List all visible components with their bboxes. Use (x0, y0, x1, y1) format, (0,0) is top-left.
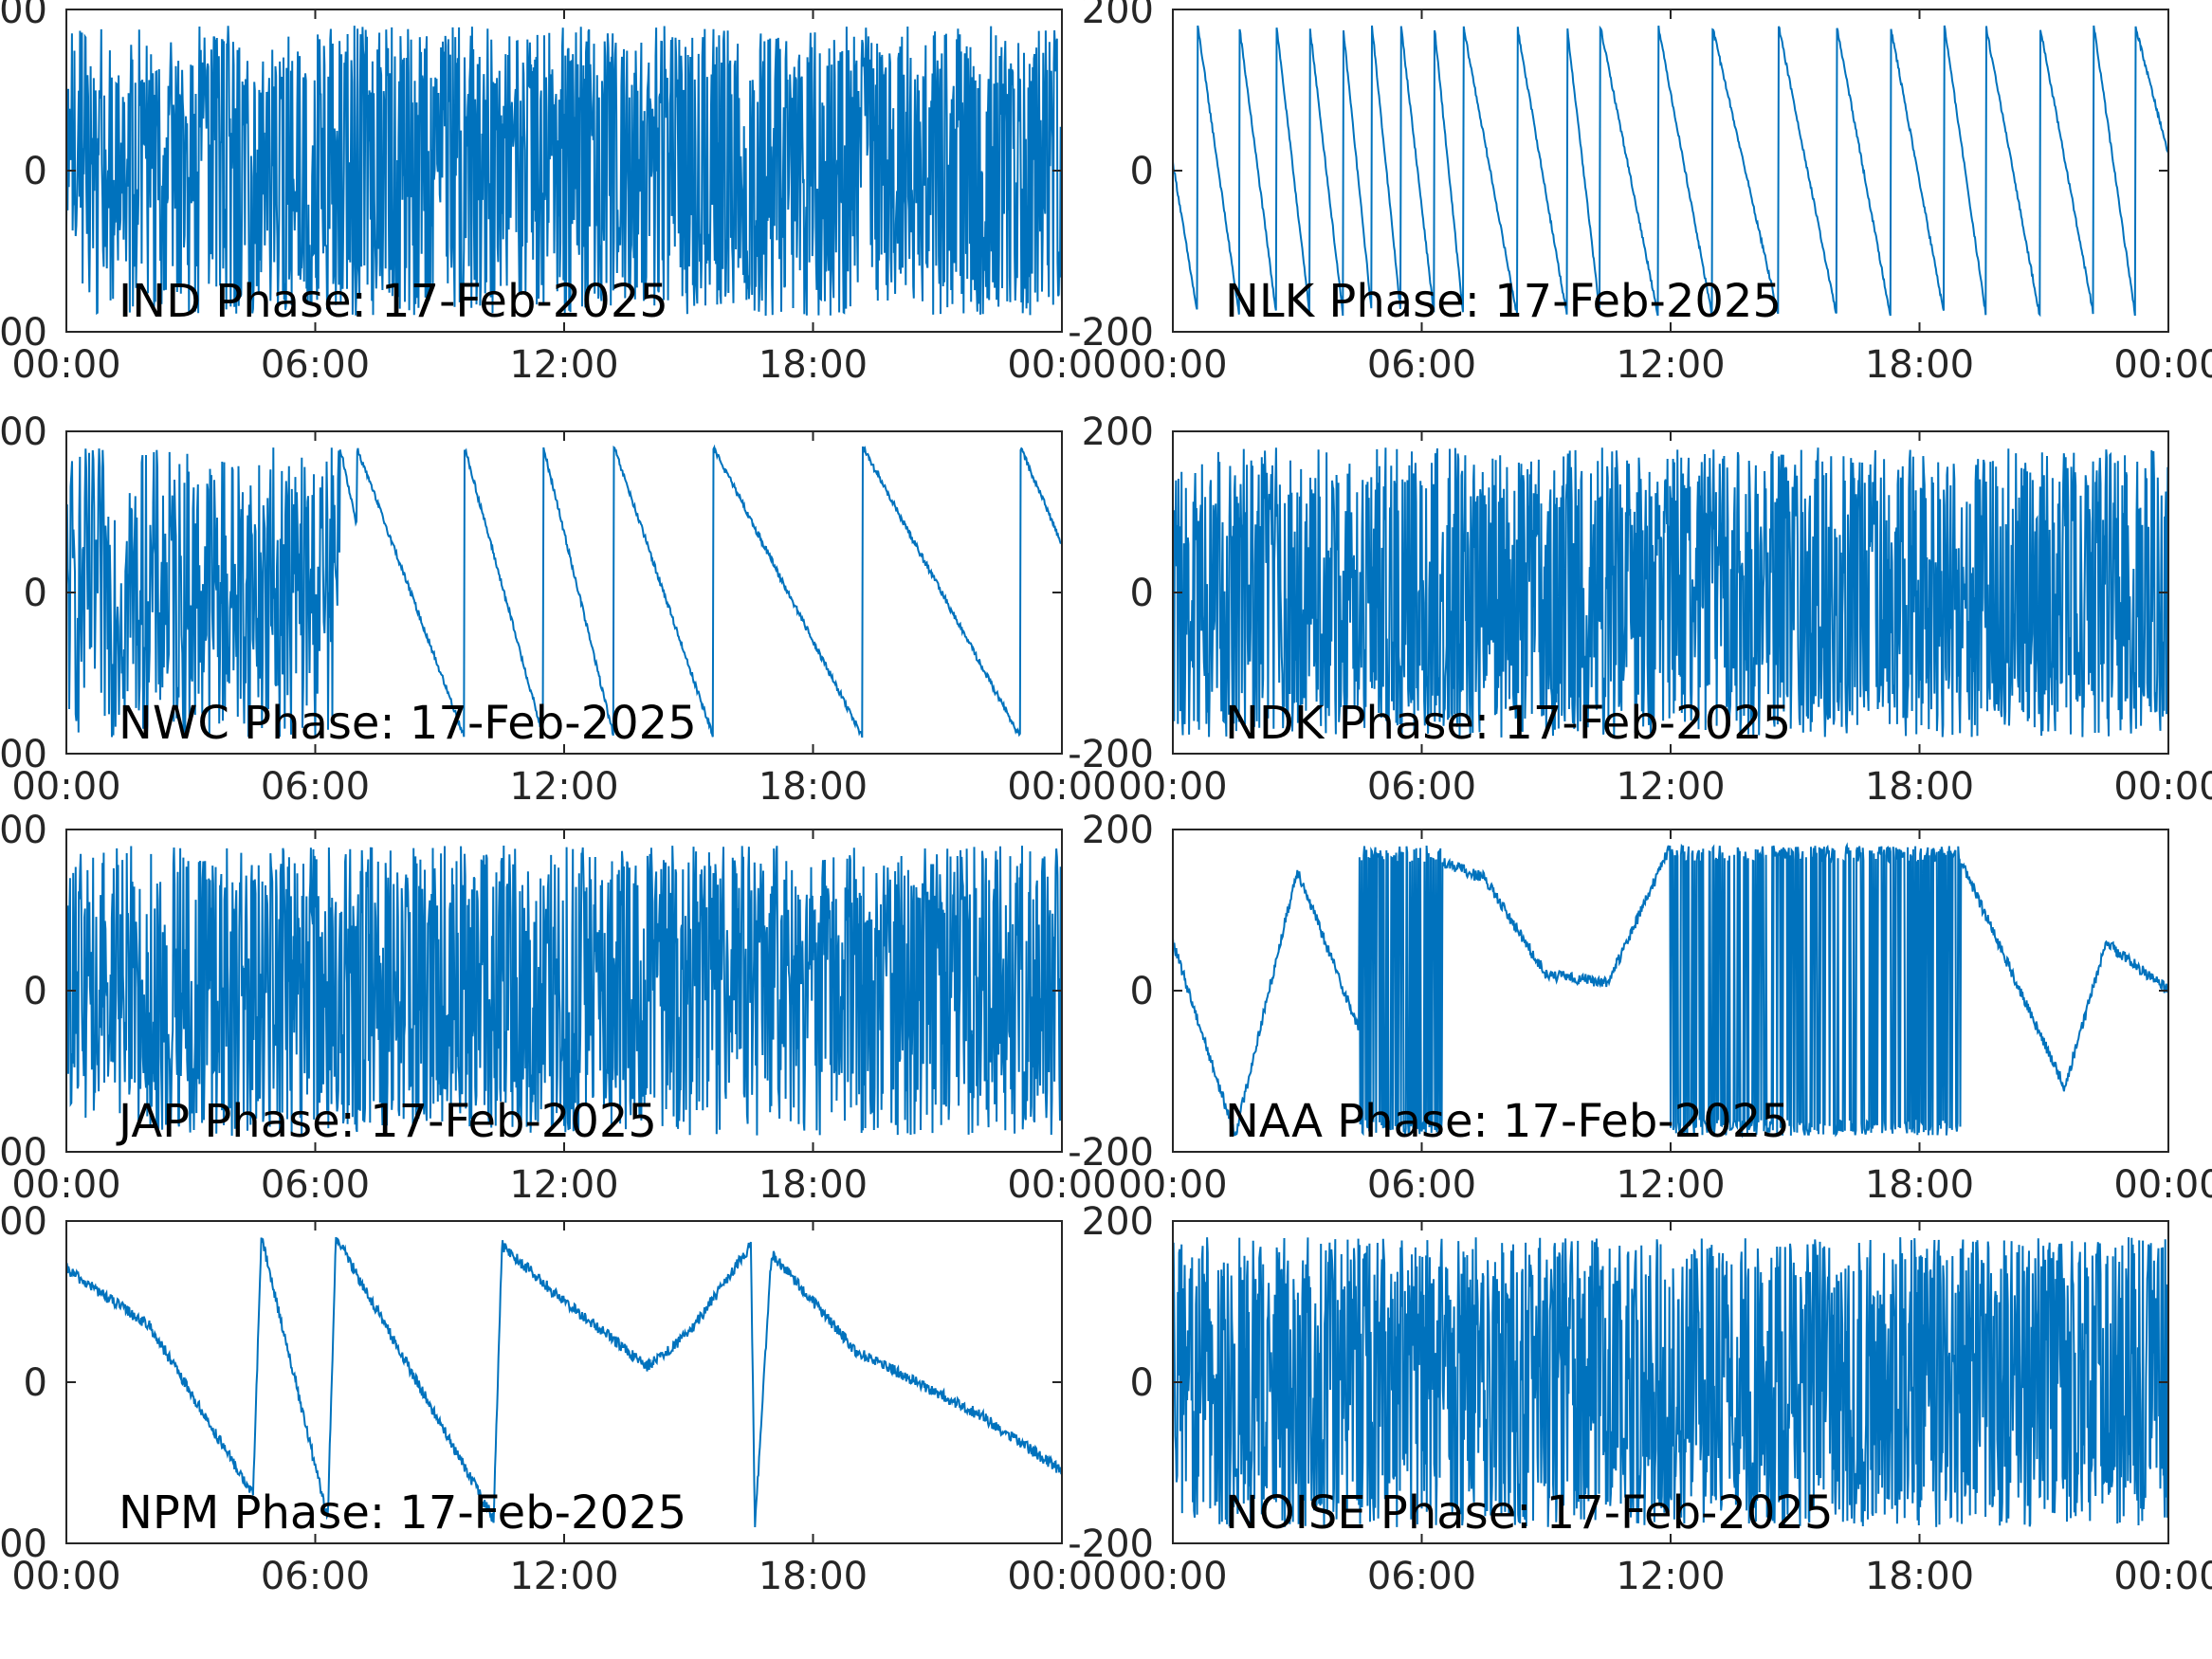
x-tick-label: 12:00 (509, 1555, 618, 1598)
y-tick-label: 0 (24, 970, 47, 1013)
panel-title-label: NAA Phase: 17-Feb-2025 (1225, 1095, 1790, 1148)
panel-title-label: IND Phase: 17-Feb-2025 (119, 275, 668, 328)
x-tick-label: 00:00 (1118, 343, 1227, 387)
panel-title-label: NDK Phase: 17-Feb-2025 (1225, 697, 1791, 750)
y-tick-label: 0 (1130, 970, 1154, 1013)
x-tick-label: 00:00 (1007, 765, 1116, 809)
x-tick-label: 18:00 (1865, 343, 1974, 387)
data-series-line (66, 1236, 1062, 1528)
x-tick-label: 18:00 (759, 343, 868, 387)
x-tick-label: 00:00 (1007, 1163, 1116, 1207)
y-tick-label: 200 (1082, 1200, 1154, 1244)
x-tick-label: 00:00 (2113, 1163, 2212, 1207)
x-tick-label: 06:00 (1367, 343, 1476, 387)
x-tick-label: 12:00 (1616, 1163, 1725, 1207)
x-tick-label: 18:00 (759, 1163, 868, 1207)
y-tick-label: 0 (24, 150, 47, 193)
y-tick-label: 0 (1130, 150, 1154, 193)
x-tick-label: 06:00 (261, 765, 370, 809)
x-tick-label: 18:00 (1865, 1163, 1974, 1207)
data-series-line (1173, 1237, 2168, 1527)
x-tick-label: 00:00 (11, 765, 120, 809)
x-tick-label: 18:00 (759, 765, 868, 809)
x-tick-label: 00:00 (1118, 1163, 1227, 1207)
y-tick-label: 200 (1082, 809, 1154, 852)
chart-panel-6: 00:00 06:00 12:00 18:00 00:00 200 0 -200 NAA Pha… (1068, 809, 2212, 1207)
y-tick-label: 200 (0, 0, 47, 32)
y-tick-label: -200 (0, 1131, 47, 1175)
chart-panel-8: 00:00 06:00 12:00 18:00 00:00 200 0 -200 NOISE P… (1068, 1200, 2212, 1598)
x-tick-label: 00:00 (1007, 343, 1116, 387)
data-series-line (1173, 25, 2168, 318)
chart-panel-7: 00:00 06:00 12:00 18:00 00:00 200 0 -200 NPM Pha… (0, 1200, 1117, 1598)
x-tick-label: 06:00 (261, 1555, 370, 1598)
x-tick-label: 06:00 (1367, 1555, 1476, 1598)
data-series-line (1173, 842, 2168, 1139)
x-tick-label: 12:00 (1616, 343, 1725, 387)
y-tick-label: 0 (24, 572, 47, 615)
panel-title-label: JAP Phase: 17-Feb-2025 (116, 1095, 657, 1148)
x-tick-label: 06:00 (261, 1163, 370, 1207)
x-tick-label: 00:00 (1118, 765, 1227, 809)
x-tick-label: 00:00 (11, 1163, 120, 1207)
x-tick-label: 18:00 (1865, 765, 1974, 809)
panel-title-label: NWC Phase: 17-Feb-2025 (119, 697, 697, 750)
chart-panel-5: 00:00 06:00 12:00 18:00 00:00 200 0 -200 JAP Pha… (0, 809, 1117, 1207)
x-tick-label: 12:00 (509, 343, 618, 387)
chart-panel-2: 00:00 06:00 12:00 18:00 00:00 200 0 -200 NLK Pha… (1068, 0, 2212, 387)
y-tick-label: 0 (1130, 1361, 1154, 1405)
y-tick-label: 0 (1130, 572, 1154, 615)
x-tick-label: 00:00 (11, 1555, 120, 1598)
panel-title-label: NPM Phase: 17-Feb-2025 (119, 1486, 686, 1540)
y-tick-label: -200 (1068, 733, 1154, 776)
data-series-line (66, 444, 1062, 738)
y-tick-label: 200 (1082, 0, 1154, 32)
chart-panel-4: 00:00 06:00 12:00 18:00 00:00 200 0 -200 NDK Pha… (1068, 410, 2212, 809)
y-tick-label: 200 (0, 809, 47, 852)
y-tick-label: -200 (0, 1522, 47, 1566)
data-series-line (66, 26, 1062, 317)
y-tick-label: -200 (1068, 1522, 1154, 1566)
data-series-line (66, 845, 1062, 1137)
y-tick-label: -200 (0, 311, 47, 355)
x-tick-label: 06:00 (1367, 765, 1476, 809)
x-tick-label: 12:00 (509, 1163, 618, 1207)
y-tick-label: 200 (0, 410, 47, 454)
chart-panel-1: 00:00 06:00 12:00 18:00 00:00 200 0 -200 IND Pha… (0, 0, 1117, 387)
x-tick-label: 12:00 (509, 765, 618, 809)
x-tick-label: 12:00 (1616, 765, 1725, 809)
x-tick-label: 06:00 (1367, 1163, 1476, 1207)
x-tick-label: 00:00 (1007, 1555, 1116, 1598)
x-tick-label: 18:00 (1865, 1555, 1974, 1598)
x-tick-label: 18:00 (759, 1555, 868, 1598)
data-series-line (1173, 447, 2168, 738)
x-tick-label: 00:00 (2113, 343, 2212, 387)
y-tick-label: -200 (1068, 311, 1154, 355)
y-tick-label: 0 (24, 1361, 47, 1405)
x-tick-label: 06:00 (261, 343, 370, 387)
x-tick-label: 00:00 (2113, 765, 2212, 809)
x-tick-label: 00:00 (11, 343, 120, 387)
y-tick-label: 200 (1082, 410, 1154, 454)
panel-title-label: NOISE Phase: 17-Feb-2025 (1225, 1486, 1834, 1540)
y-tick-label: -200 (0, 733, 47, 776)
x-tick-label: 12:00 (1616, 1555, 1725, 1598)
x-tick-label: 00:00 (2113, 1555, 2212, 1598)
y-tick-label: 200 (0, 1200, 47, 1244)
panel-title-label: NLK Phase: 17-Feb-2025 (1225, 275, 1782, 328)
chart-panel-3: 00:00 06:00 12:00 18:00 00:00 200 0 -200 NWC Pha… (0, 410, 1117, 809)
y-tick-label: -200 (1068, 1131, 1154, 1175)
x-tick-label: 00:00 (1118, 1555, 1227, 1598)
